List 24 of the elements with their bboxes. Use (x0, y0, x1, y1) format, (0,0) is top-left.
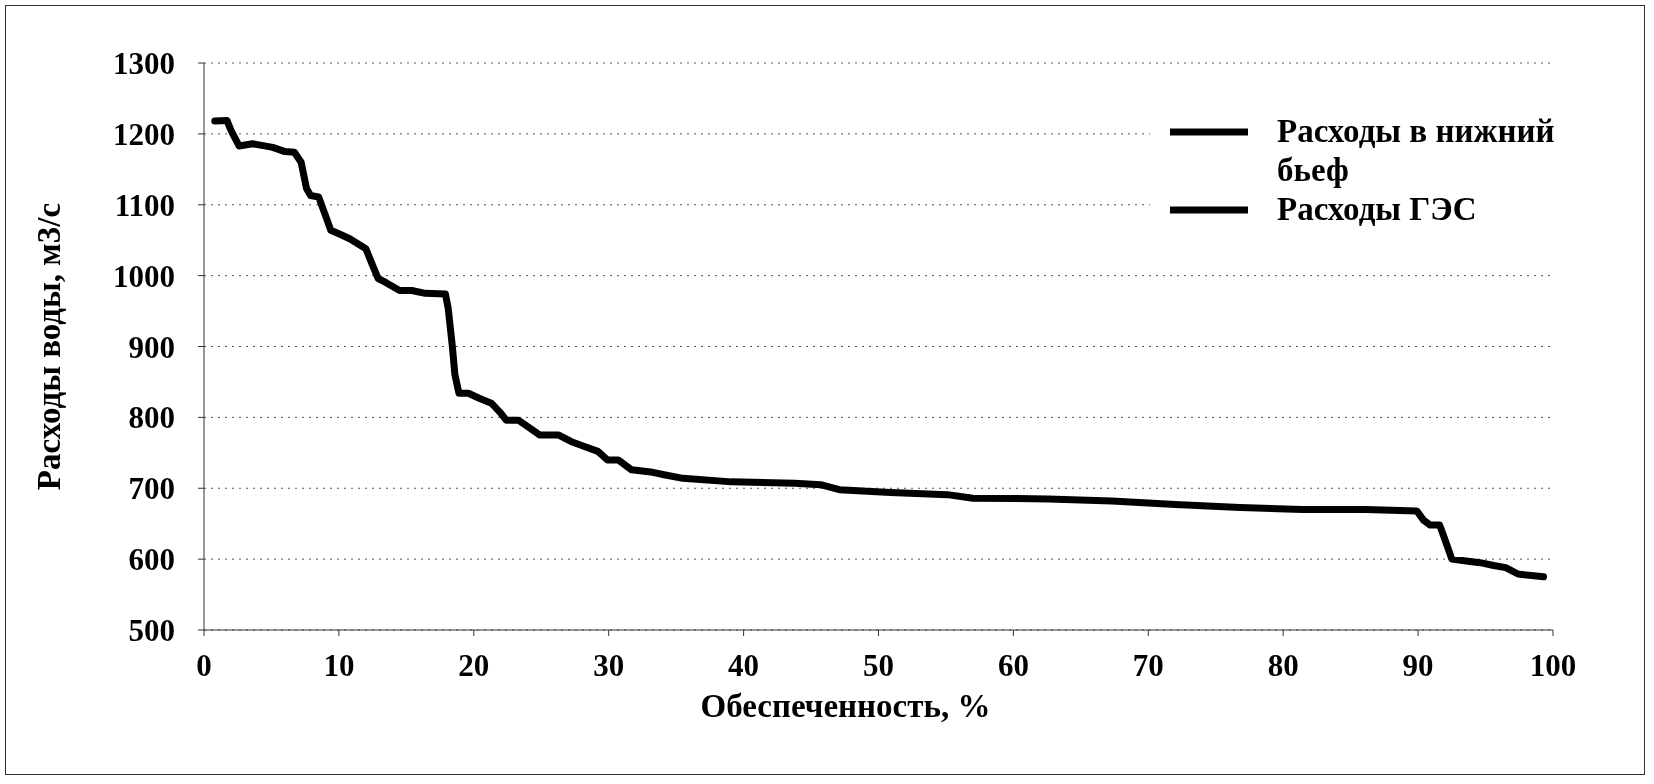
y-tick-label: 1300 (113, 46, 175, 81)
x-tick-label: 90 (1402, 648, 1434, 684)
x-tick-label: 20 (458, 648, 490, 684)
y-tick-label: 1000 (113, 258, 175, 294)
y-tick-label: 900 (128, 329, 175, 365)
y-tick-label: 700 (128, 471, 175, 507)
x-tick-label: 100 (1529, 648, 1577, 684)
x-tick-label: 30 (593, 648, 625, 684)
x-tick-label: 50 (863, 648, 894, 684)
y-tick-label: 1200 (113, 116, 175, 152)
x-axis-title: Обеспеченность, % (700, 688, 991, 724)
x-tick-label: 60 (997, 648, 1029, 684)
legend-label: Расходы в нижний бьеф (1277, 112, 1556, 190)
y-tick-label: 1100 (114, 187, 175, 223)
x-tick-label: 10 (323, 648, 355, 684)
x-tick-label: 70 (1132, 648, 1164, 684)
legend-label: Расходы ГЭС (1277, 190, 1478, 229)
y-tick-label: 600 (128, 542, 175, 578)
y-tick-label: 800 (128, 400, 175, 436)
y-axis-title: Расходы воды, м3/с (31, 202, 67, 491)
x-tick-label: 0 (196, 648, 212, 684)
y-tick-label: 500 (128, 613, 175, 649)
x-tick-label: 80 (1267, 648, 1299, 684)
x-tick-label: 40 (728, 648, 760, 684)
